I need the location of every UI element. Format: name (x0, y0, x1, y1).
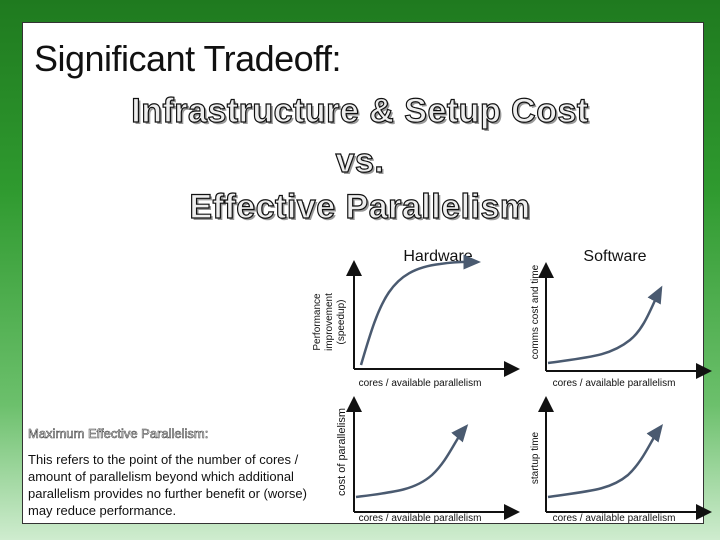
slide-panel (22, 22, 704, 524)
x-label: cores / available parallelism (359, 513, 482, 524)
y-label: startup time (530, 431, 541, 484)
chart-performance: Performance improvement (speedup) cores … (312, 254, 520, 389)
y-label-line-3: (speedup) (336, 299, 347, 344)
exponential-curve (355, 424, 469, 499)
y-label: comms cost and time (530, 264, 541, 359)
subtitle-line-3: Effective Parallelism (189, 187, 531, 226)
y-label-line-2: improvement (324, 293, 335, 351)
y-label-line-1: Performance (312, 293, 323, 351)
subtitle-line-2: vs. (335, 141, 385, 180)
x-label: cores / available parallelism (553, 378, 676, 389)
y-label: cost of parallelism (336, 408, 348, 496)
definition-heading: Maximum Effective Parallelism: (28, 426, 209, 442)
definition-body: This refers to the point of the number o… (28, 452, 307, 518)
slide-title: Significant Tradeoff: (34, 38, 342, 79)
hardware-heading: Hardware (403, 248, 472, 265)
saturating-curve (359, 254, 481, 366)
chart-comms-cost: comms cost and time cores / available pa… (530, 262, 712, 389)
exponential-curve (547, 423, 663, 499)
x-label: cores / available parallelism (553, 513, 676, 524)
exponential-curve (547, 285, 663, 365)
software-heading: Software (583, 248, 646, 265)
chart-cost-of-parallelism: cost of parallelism cores / available pa… (336, 396, 520, 524)
chart-startup-time: startup time cores / available paralleli… (530, 396, 712, 524)
subtitle-line-1: Infrastructure & Setup Cost (131, 91, 589, 130)
x-label: cores / available parallelism (359, 378, 482, 389)
